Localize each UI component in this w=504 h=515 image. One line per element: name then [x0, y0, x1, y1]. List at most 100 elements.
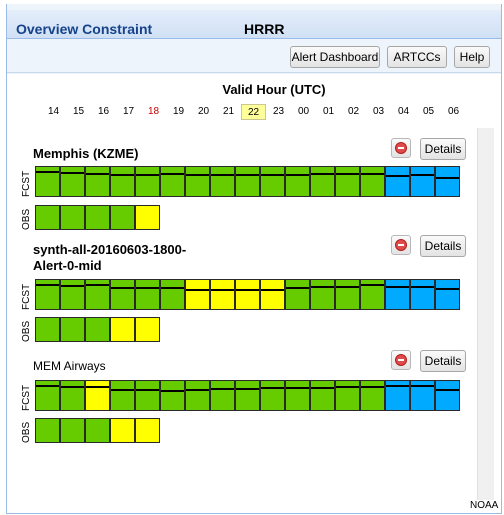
- forecast-cell-18[interactable]: [135, 279, 160, 310]
- hour-06[interactable]: 06: [447, 106, 460, 117]
- forecast-cell-02[interactable]: [335, 279, 360, 310]
- minus-circle-icon: [395, 354, 407, 366]
- hour-01[interactable]: 01: [322, 106, 335, 117]
- remove-icon[interactable]: [391, 235, 411, 255]
- forecast-cell-06[interactable]: [435, 380, 460, 411]
- forecast-level-line: [86, 284, 109, 286]
- forecast-cell-23[interactable]: [260, 279, 285, 310]
- observation-cell-17[interactable]: [110, 317, 135, 342]
- forecast-cell-15[interactable]: [60, 279, 85, 310]
- forecast-cell-20[interactable]: [185, 380, 210, 411]
- forecast-cell-03[interactable]: [360, 279, 385, 310]
- details-button[interactable]: Details: [420, 235, 466, 257]
- observation-cell-14[interactable]: [35, 317, 60, 342]
- forecast-cell-19[interactable]: [160, 380, 185, 411]
- forecast-cell-04[interactable]: [385, 279, 410, 310]
- observation-cell-16[interactable]: [85, 205, 110, 230]
- forecast-cell-17[interactable]: [110, 166, 135, 197]
- forecast-cell-16[interactable]: [85, 166, 110, 197]
- forecast-cell-04[interactable]: [385, 166, 410, 197]
- forecast-cell-05[interactable]: [410, 380, 435, 411]
- hour-21[interactable]: 21: [222, 106, 235, 117]
- forecast-cell-17[interactable]: [110, 279, 135, 310]
- forecast-cell-15[interactable]: [60, 380, 85, 411]
- hour-00[interactable]: 00: [297, 106, 310, 117]
- forecast-level-line: [136, 174, 159, 176]
- forecast-cell-15[interactable]: [60, 166, 85, 197]
- forecast-cell-01[interactable]: [310, 380, 335, 411]
- observation-cell-18[interactable]: [135, 317, 160, 342]
- section-title: synth-all-20160603-1800-Alert-0-mid: [33, 242, 187, 273]
- forecast-cell-00[interactable]: [285, 279, 310, 310]
- forecast-cell-22[interactable]: [235, 380, 260, 411]
- hour-19[interactable]: 19: [172, 106, 185, 117]
- forecast-cell-02[interactable]: [335, 166, 360, 197]
- forecast-cell-21[interactable]: [210, 166, 235, 197]
- hour-05[interactable]: 05: [422, 106, 435, 117]
- forecast-level-line: [286, 287, 309, 289]
- forecast-cell-22[interactable]: [235, 166, 260, 197]
- alert-dashboard-button[interactable]: Alert Dashboard: [290, 46, 380, 68]
- observation-cell-15[interactable]: [60, 205, 85, 230]
- observation-cell-17[interactable]: [110, 418, 135, 443]
- forecast-cell-02[interactable]: [335, 380, 360, 411]
- hour-23[interactable]: 23: [272, 106, 285, 117]
- forecast-cell-05[interactable]: [410, 166, 435, 197]
- forecast-cell-19[interactable]: [160, 166, 185, 197]
- forecast-cell-17[interactable]: [110, 380, 135, 411]
- forecast-cell-14[interactable]: [35, 279, 60, 310]
- forecast-cell-05[interactable]: [410, 279, 435, 310]
- hour-16[interactable]: 16: [97, 106, 110, 117]
- forecast-cell-14[interactable]: [35, 380, 60, 411]
- forecast-cell-01[interactable]: [310, 279, 335, 310]
- hour-18[interactable]: 18: [147, 106, 160, 117]
- forecast-cell-03[interactable]: [360, 380, 385, 411]
- hour-22[interactable]: 22: [241, 104, 266, 120]
- observation-cell-17[interactable]: [110, 205, 135, 230]
- hour-03[interactable]: 03: [372, 106, 385, 117]
- forecast-cell-23[interactable]: [260, 166, 285, 197]
- forecast-cell-21[interactable]: [210, 279, 235, 310]
- forecast-cell-18[interactable]: [135, 380, 160, 411]
- forecast-cell-20[interactable]: [185, 279, 210, 310]
- vertical-scrollbar[interactable]: [477, 128, 494, 500]
- observation-cell-15[interactable]: [60, 317, 85, 342]
- forecast-cell-06[interactable]: [435, 166, 460, 197]
- observation-cell-16[interactable]: [85, 317, 110, 342]
- forecast-cell-00[interactable]: [285, 380, 310, 411]
- forecast-cell-16[interactable]: [85, 380, 110, 411]
- forecast-cell-00[interactable]: [285, 166, 310, 197]
- observation-cell-18[interactable]: [135, 205, 160, 230]
- artccs-dropdown-button[interactable]: ARTCCs ▼: [387, 46, 447, 83]
- hour-04[interactable]: 04: [397, 106, 410, 117]
- observation-cell-14[interactable]: [35, 205, 60, 230]
- forecast-cell-16[interactable]: [85, 279, 110, 310]
- remove-icon[interactable]: [391, 138, 411, 158]
- forecast-cell-01[interactable]: [310, 166, 335, 197]
- forecast-cell-04[interactable]: [385, 380, 410, 411]
- hour-17[interactable]: 17: [122, 106, 135, 117]
- observation-cell-16[interactable]: [85, 418, 110, 443]
- forecast-level-line: [36, 385, 59, 387]
- forecast-cell-06[interactable]: [435, 279, 460, 310]
- forecast-cell-21[interactable]: [210, 380, 235, 411]
- hour-15[interactable]: 15: [72, 106, 85, 117]
- forecast-cell-22[interactable]: [235, 279, 260, 310]
- hour-14[interactable]: 14: [47, 106, 60, 117]
- forecast-cell-20[interactable]: [185, 166, 210, 197]
- forecast-cell-19[interactable]: [160, 279, 185, 310]
- hour-02[interactable]: 02: [347, 106, 360, 117]
- forecast-cell-03[interactable]: [360, 166, 385, 197]
- observation-cell-15[interactable]: [60, 418, 85, 443]
- details-button[interactable]: Details: [420, 350, 466, 372]
- remove-icon[interactable]: [391, 350, 411, 370]
- forecast-cell-23[interactable]: [260, 380, 285, 411]
- forecast-level-line: [261, 174, 284, 176]
- help-button[interactable]: Help: [454, 46, 490, 68]
- observation-cell-14[interactable]: [35, 418, 60, 443]
- hour-20[interactable]: 20: [197, 106, 210, 117]
- forecast-cell-14[interactable]: [35, 166, 60, 197]
- details-button[interactable]: Details: [420, 138, 466, 160]
- observation-cell-18[interactable]: [135, 418, 160, 443]
- forecast-cell-18[interactable]: [135, 166, 160, 197]
